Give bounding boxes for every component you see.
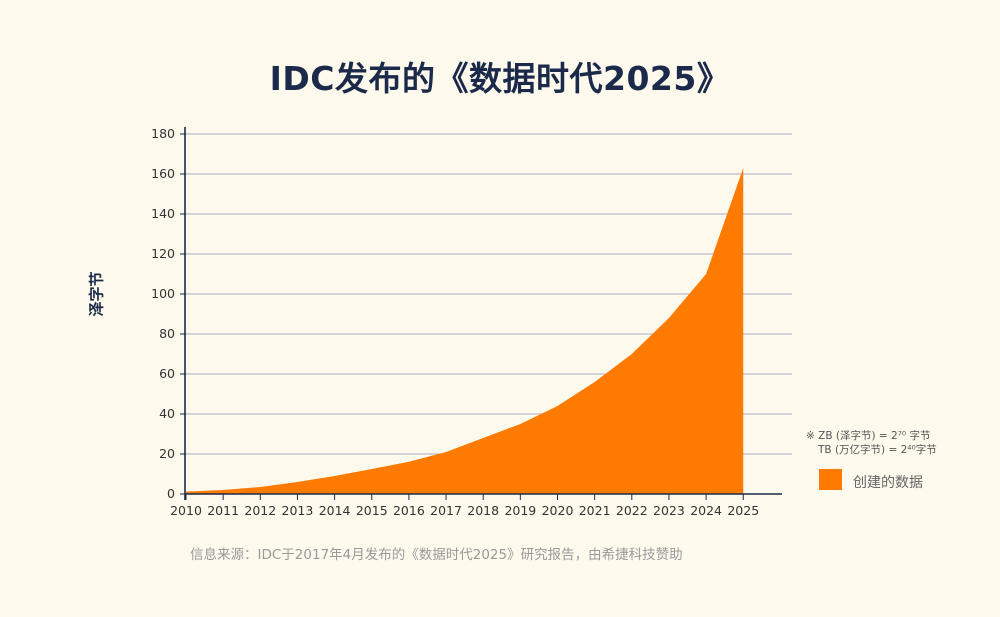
x-tick-label: 2018 (467, 503, 499, 518)
x-tick-label: 2011 (207, 503, 239, 518)
y-tick-label: 180 (151, 126, 175, 141)
x-tick-label: 2017 (430, 503, 462, 518)
x-tick-label: 2013 (282, 503, 314, 518)
y-tick-label: 160 (151, 166, 175, 181)
x-tick-label: 2025 (727, 503, 759, 518)
y-tick-label: 100 (151, 286, 175, 301)
chart-title: IDC发布的《数据时代2025》 (269, 59, 731, 98)
y-tick-label: 140 (151, 206, 175, 221)
unit-note-tb: TB (万亿字节) = 2⁴⁰字节 (818, 444, 937, 456)
data-area (186, 168, 744, 494)
y-tick-label: 0 (167, 486, 175, 501)
legend-label: 创建的数据 (853, 475, 923, 491)
x-tick-label: 2010 (170, 503, 202, 518)
x-tick-label: 2023 (653, 503, 685, 518)
y-tick-label: 40 (159, 406, 175, 421)
x-tick-label: 2014 (319, 503, 351, 518)
y-tick-label: 20 (159, 446, 175, 461)
x-tick-label: 2024 (690, 503, 722, 518)
x-tick-label: 2022 (616, 503, 648, 518)
y-tick-label: 80 (159, 326, 175, 341)
unit-note-zb: ※ ZB (泽字节) = 2⁷⁰ 字节 (806, 430, 931, 442)
x-tick-label: 2012 (244, 503, 276, 518)
x-tick-label: 2019 (504, 503, 536, 518)
y-tick-label: 60 (159, 366, 175, 381)
x-tick-label: 2016 (393, 503, 425, 518)
x-tick-label: 2020 (542, 503, 574, 518)
y-tick-label: 120 (151, 246, 175, 261)
x-tick-label: 2015 (356, 503, 388, 518)
source-note: 信息来源：IDC于2017年4月发布的《数据时代2025》研究报告，由希捷科技赞… (190, 547, 683, 563)
x-tick-label: 2021 (579, 503, 611, 518)
legend-swatch (819, 469, 842, 490)
